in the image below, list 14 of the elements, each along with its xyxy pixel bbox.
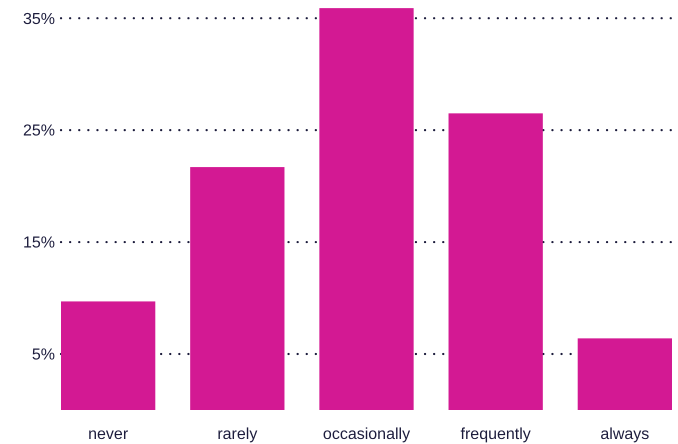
x-tick-label: always: [600, 426, 650, 443]
y-tick-label: 15%: [22, 234, 55, 252]
y-tick-label: 5%: [32, 346, 55, 364]
bar: [61, 301, 156, 410]
x-tick-label: rarely: [217, 426, 258, 443]
x-tick-label: occasionally: [322, 426, 410, 443]
x-tick-label: never: [88, 426, 129, 443]
y-tick-label: 35%: [22, 10, 55, 28]
x-tick-label: frequently: [460, 426, 531, 443]
bar: [578, 338, 672, 410]
bar: [319, 8, 414, 410]
bar: [190, 167, 284, 410]
bar: [448, 113, 543, 410]
y-tick-label: 25%: [22, 122, 55, 140]
